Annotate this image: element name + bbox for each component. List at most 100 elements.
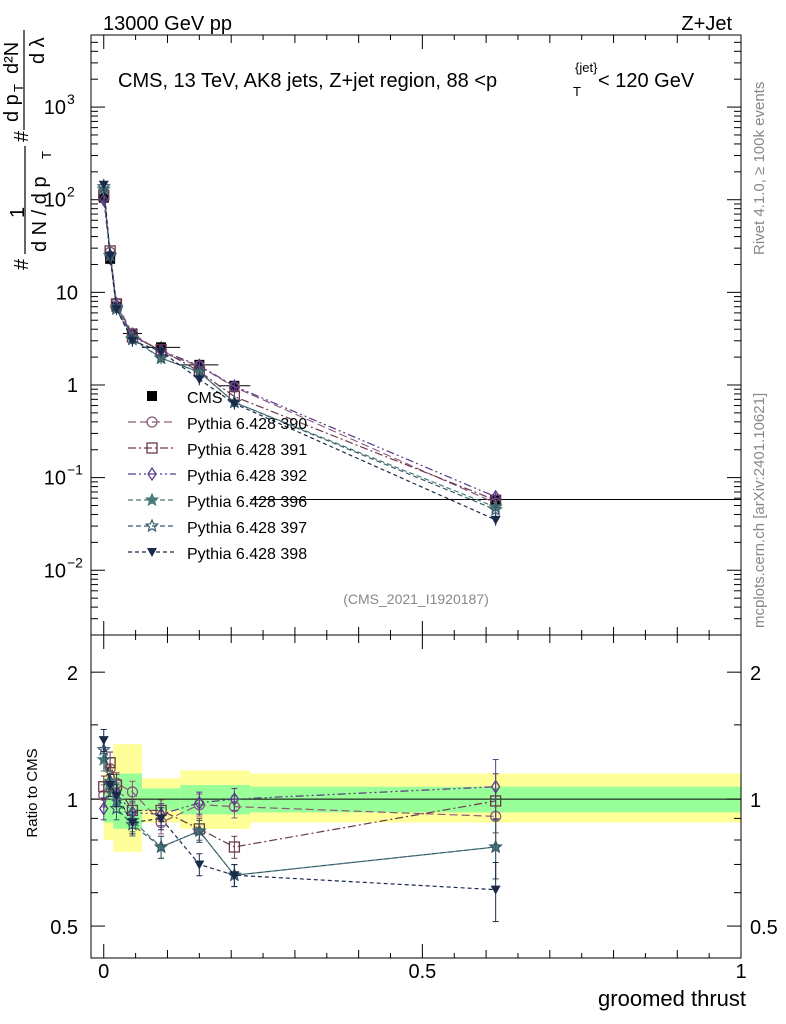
ratio-point-p398 <box>127 818 138 828</box>
analysis-watermark: (CMS_2021_I1920187) <box>343 591 489 607</box>
ratio-point-p397 <box>488 839 503 854</box>
legend-entry-p397: Pythia 6.428 397 <box>128 518 307 537</box>
ratio-point-p392 <box>490 779 501 794</box>
band-inner <box>103 778 114 823</box>
point-p398 <box>105 251 116 261</box>
ratio-point-p398 <box>229 871 240 881</box>
point-p397 <box>153 350 169 365</box>
svg-text:CMS, 13 TeV, AK8 jets, Z+jet r: CMS, 13 TeV, AK8 jets, Z+jet region, 88 … <box>118 70 497 92</box>
ratio-ylabel: Ratio to CMS <box>24 748 41 837</box>
ratio-point-p398 <box>156 814 167 824</box>
main-ytick-exponent: −1 <box>67 462 83 478</box>
title-sup: {jet} <box>575 60 598 75</box>
mcplots-label: mcplots.cern.ch [arXiv:2401.10621] <box>751 393 768 628</box>
header-process-label: Z+Jet <box>681 13 732 35</box>
point-p398 <box>194 375 205 385</box>
main-ytick-exponent: −2 <box>67 554 83 570</box>
ratio-point-p398 <box>98 736 109 746</box>
point-p398 <box>490 515 501 525</box>
legend-label: CMS <box>187 390 223 407</box>
legend-marker-p398 <box>147 548 157 557</box>
main-frame <box>90 34 742 636</box>
point-p392 <box>229 379 240 394</box>
main-ytick-label: 10 <box>44 190 66 212</box>
legend-entry-cms: CMS <box>147 390 223 407</box>
title-p: p <box>486 70 497 92</box>
ratio-panel: 0.5 0.51 12 20 0.5 1 <box>50 634 778 983</box>
title-tail: < 120 GeV <box>598 70 695 92</box>
ratio-point-p397 <box>96 742 111 756</box>
point-p398 <box>229 399 240 409</box>
legend-marker-p392 <box>147 466 157 482</box>
ylabel-dn: d N / d p <box>29 176 51 252</box>
ylabel-dlambda: d λ <box>27 37 49 64</box>
plot-title: CMS, 13 TeV, AK8 jets, Z+jet region, 88 … <box>118 60 695 99</box>
legend-entry-p390: Pythia 6.428 390 <box>128 416 307 433</box>
ratio-line-p392 <box>103 779 496 815</box>
legend-marker-p391 <box>146 442 158 454</box>
point-p397 <box>488 502 503 516</box>
main-ylabel: # 1 d N / d p T # d p T d²N d λ <box>1 30 54 270</box>
legend-marker-cms <box>147 391 157 401</box>
ylabel-d2n: d²N <box>1 42 23 74</box>
rivet-version-label: Rivet 4.1.0, ≥ 100k events <box>751 82 768 255</box>
ratio-point-p398 <box>105 781 116 791</box>
ylabel-one: 1 <box>7 207 29 218</box>
ylabel-dp: d p <box>1 94 23 122</box>
main-ytick-label: 10 <box>44 97 66 119</box>
x-axis-label: groomed thrust <box>598 986 746 1011</box>
series-p398 <box>98 178 501 526</box>
ratio-point-p392 <box>194 795 205 810</box>
title-sub: T <box>573 84 581 99</box>
main-ytick-label: 10 <box>56 282 78 304</box>
ratio-point-p390 <box>126 786 139 798</box>
ratio-point-p398 <box>111 791 122 801</box>
ratio-ytick-label: 1 <box>67 790 78 812</box>
point-p392 <box>98 192 109 207</box>
ratio-point-p392 <box>98 801 109 816</box>
ratio-ytick-label-right: 0.5 <box>750 917 778 939</box>
main-ytick-exponent: 2 <box>67 184 75 200</box>
series-line-p398 <box>103 184 496 521</box>
ratio-ytick-label: 2 <box>67 663 78 685</box>
x-tick-label: 0 <box>98 961 109 983</box>
ylabel-hash2: # <box>11 130 33 142</box>
ratio-series-p398 <box>98 728 501 923</box>
legend-marker-p396 <box>144 492 160 507</box>
legend-entry-p396: Pythia 6.428 396 <box>128 492 307 511</box>
main-series-group <box>96 178 741 526</box>
main-ytick-exponent: 3 <box>67 91 75 107</box>
legend-label: Pythia 6.428 398 <box>187 546 307 563</box>
ratio-point-p397 <box>109 800 124 815</box>
ratio-line-p391 <box>103 760 496 848</box>
main-ytick-label: 10 <box>44 560 66 582</box>
point-p398 <box>98 180 109 190</box>
ylabel-hash: # <box>11 258 33 270</box>
x-tick-label: 1 <box>735 961 746 983</box>
ylabel-t2: T <box>11 84 26 92</box>
point-p398 <box>111 305 122 315</box>
legend-marker-p397 <box>144 518 160 533</box>
legend-label: Pythia 6.428 392 <box>187 468 307 485</box>
legend-marker-p390 <box>146 416 158 428</box>
legend-label: Pythia 6.428 396 <box>187 494 307 511</box>
ratio-point-p397 <box>192 823 207 838</box>
ratio-point-p392 <box>229 791 240 807</box>
ylabel-t1: T <box>39 151 54 159</box>
main-ytick-label: 1 <box>67 375 78 397</box>
ratio-point-p398 <box>194 860 205 870</box>
ratio-ytick-label-right: 2 <box>750 663 761 685</box>
ratio-point-p398 <box>490 885 501 895</box>
ratio-frame <box>90 634 742 959</box>
legend-label: Pythia 6.428 390 <box>187 416 307 433</box>
legend-entry-p398: Pythia 6.428 398 <box>128 546 307 563</box>
legend-label: Pythia 6.428 397 <box>187 520 307 537</box>
main-ytick-label: 10 <box>44 468 66 490</box>
legend-entry-p392: Pythia 6.428 392 <box>128 466 307 485</box>
point-p398 <box>156 347 167 357</box>
x-tick-label: 0.5 <box>408 961 436 983</box>
band-inner <box>180 785 251 815</box>
header-energy-label: 13000 GeV pp <box>103 13 232 35</box>
